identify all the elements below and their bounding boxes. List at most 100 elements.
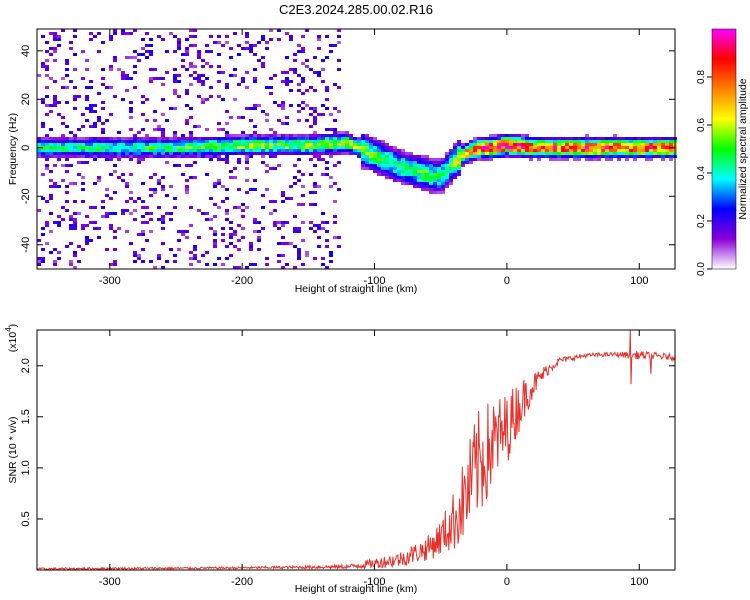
spectrogram-cell [645,149,649,152]
spectrogram-cell [517,143,521,146]
spectrogram-cell [281,80,285,83]
spectrogram-cell [133,251,137,254]
spectrogram-cell [461,158,465,161]
spectrogram-cell [309,158,313,161]
spectrogram-cell [249,149,253,152]
spectrogram-cell [301,173,305,176]
spectrogram-cell [189,152,193,155]
spectrogram-cell [173,197,177,200]
spectrogram-cell [161,98,165,101]
spectrogram-cell [241,137,245,140]
spectrogram-cell [297,134,301,137]
spectrogram-cell [109,224,113,227]
spectrogram-cell [229,233,233,236]
spectrogram-cell [69,224,73,227]
spectrogram-cell [81,200,85,203]
spectrogram-y-label: Frequency (Hz) [7,113,19,185]
spectrogram-cell [145,221,149,224]
spectrogram-cell [277,143,281,146]
spectrogram-cell [653,149,657,152]
spectrogram-cell [513,149,517,152]
spectrogram-cell [661,146,665,149]
spectrogram-cell [145,50,149,53]
spectrogram-cell [53,59,57,62]
spectrogram-cell [433,185,437,188]
spectrogram-cell [245,149,249,152]
spectrogram-cell [85,161,89,164]
spectrogram-cell [281,107,285,110]
spectrogram-cell [433,191,437,194]
spectrogram-cell [189,44,193,47]
spectrogram-cell [289,143,293,146]
spectrogram-cell [581,146,585,149]
spectrogram-cell [85,98,89,101]
spectrogram-cell [125,149,129,152]
spectrogram-cell [181,146,185,149]
spectrogram-cell [49,194,53,197]
spectrogram-cell [105,143,109,146]
spectrogram-cell [109,155,113,158]
spectrogram-cell [57,251,61,254]
spectrogram-cell [421,173,425,176]
spectrogram-cell [505,143,509,146]
spectrogram-cell [309,137,313,140]
spectrogram-cell [301,239,305,242]
spectrogram-cell [177,38,181,41]
spectrogram-cell [433,176,437,179]
spectrogram-cell [325,149,329,152]
spectrogram-cell [333,164,337,167]
spectrogram-cell [533,146,537,149]
spectrogram-cell [525,152,529,155]
spectrogram-cell [605,158,609,161]
spectrogram-cell [225,134,229,137]
spectrogram-cell [229,227,233,230]
spectrogram-cell [141,260,145,263]
spectrogram-cell [49,140,53,143]
spectrogram-cell [601,146,605,149]
spectrogram-cell [41,257,45,260]
spectrogram-cell [265,137,269,140]
spectrogram-cell [165,71,169,74]
spectrogram-cell [45,200,49,203]
spectrogram-cell [149,53,153,56]
spectrogram-cell [405,155,409,158]
spectrogram-cell [129,197,133,200]
spectrogram-cell [273,74,277,77]
spectrogram-cell [601,143,605,146]
spectrogram-cell [389,155,393,158]
spectrogram-cell [317,149,321,152]
spectrogram-cell [153,146,157,149]
spectrogram-cell [313,71,317,74]
spectrogram-cell [261,35,265,38]
spectrogram-cell [61,29,65,32]
spectrogram-cell [337,35,341,38]
spectrogram-cell [217,35,221,38]
spectrogram-cell [185,53,189,56]
spectrogram-cell [105,146,109,149]
spectrogram-cell [361,155,365,158]
spectrogram-cell [281,104,285,107]
spectrogram-cell [301,149,305,152]
spectrogram-cell [585,146,589,149]
spectrogram-cell [73,143,77,146]
spectrogram-cell [85,140,89,143]
spectrogram-cell [605,143,609,146]
spectrogram-cell [517,149,521,152]
spectrogram-cell [261,161,265,164]
spectrogram-cell [337,245,341,248]
spectrogram-cell [237,44,241,47]
spectrogram-cell [337,143,341,146]
spectrogram-cell [81,146,85,149]
spectrogram-cell [121,209,125,212]
spectrogram-cell [613,146,617,149]
spectrogram-cell [533,152,537,155]
spectrogram-cell [393,161,397,164]
spectrogram-cell [233,68,237,71]
spectrogram-cell [313,116,317,119]
spectrogram-cell [97,32,101,35]
spectrogram-cell [269,146,273,149]
spectrogram-cell [217,53,221,56]
spectrogram-cell [101,101,105,104]
spectrogram-cell [389,146,393,149]
spectrogram-cell [317,227,321,230]
